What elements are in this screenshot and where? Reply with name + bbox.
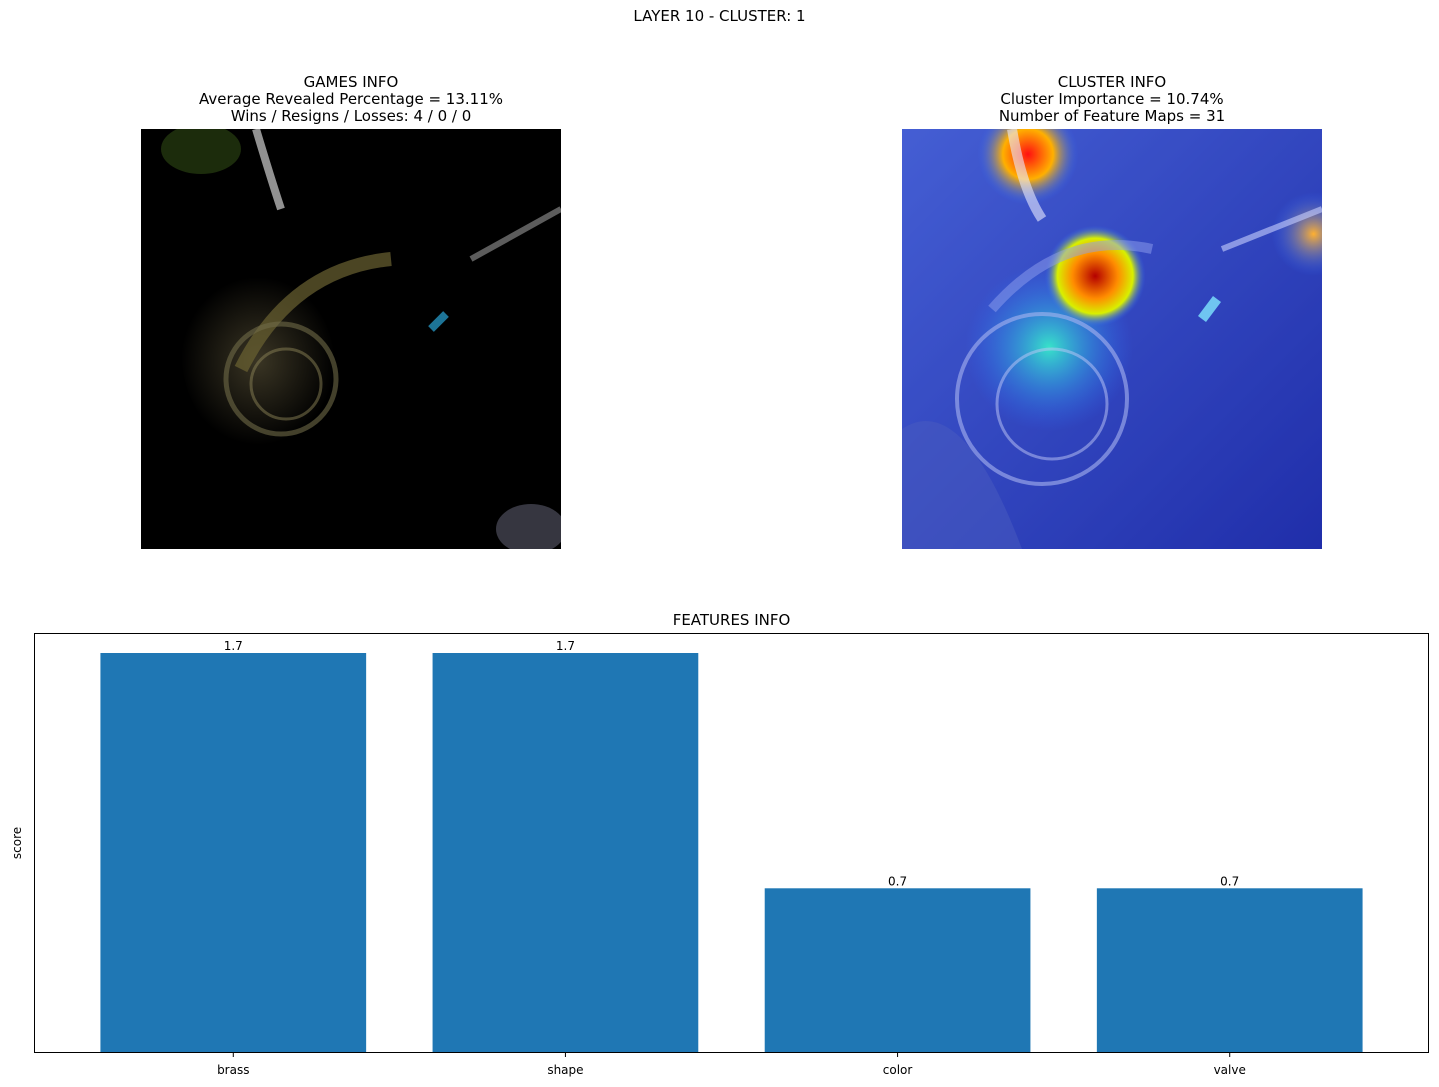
cluster-info-title-line: CLUSTER INFO xyxy=(1057,73,1167,91)
x-tick-label-color: color xyxy=(883,1063,913,1077)
data-label-brass: 1.7 xyxy=(224,639,243,653)
data-label-shape: 1.7 xyxy=(556,639,575,653)
x-tick-label-valve: valve xyxy=(1214,1063,1246,1077)
cluster-info-title: CLUSTER INFO Cluster Importance = 10.74%… xyxy=(902,74,1322,125)
cluster-info-importance: Cluster Importance = 10.74% xyxy=(1000,90,1224,108)
figure-suptitle: LAYER 10 - CLUSTER: 1 xyxy=(633,7,806,25)
games-info-title-line: GAMES INFO xyxy=(303,73,399,91)
bar-shape xyxy=(432,653,699,1053)
bar-color xyxy=(764,888,1031,1053)
bar-brass xyxy=(100,653,367,1053)
cluster-info-feature-maps: Number of Feature Maps = 31 xyxy=(998,107,1226,125)
x-tick-label-shape: shape xyxy=(547,1063,583,1077)
games-info-avg-revealed: Average Revealed Percentage = 13.11% xyxy=(198,90,503,108)
features-info-title: FEATURES INFO xyxy=(672,611,791,629)
data-label-valve: 0.7 xyxy=(1220,874,1239,888)
data-label-color: 0.7 xyxy=(888,874,907,888)
plot-frame xyxy=(34,633,1429,1053)
games-info-title: GAMES INFO Average Revealed Percentage =… xyxy=(141,74,561,125)
games-info-record: Wins / Resigns / Losses: 4 / 0 / 0 xyxy=(230,107,472,125)
cluster-info-heatmap-image xyxy=(902,129,1322,549)
x-tick-label-brass: brass xyxy=(217,1063,249,1077)
y-axis-label: score xyxy=(10,827,24,859)
bar-valve xyxy=(1096,888,1363,1053)
games-info-image xyxy=(141,129,561,549)
